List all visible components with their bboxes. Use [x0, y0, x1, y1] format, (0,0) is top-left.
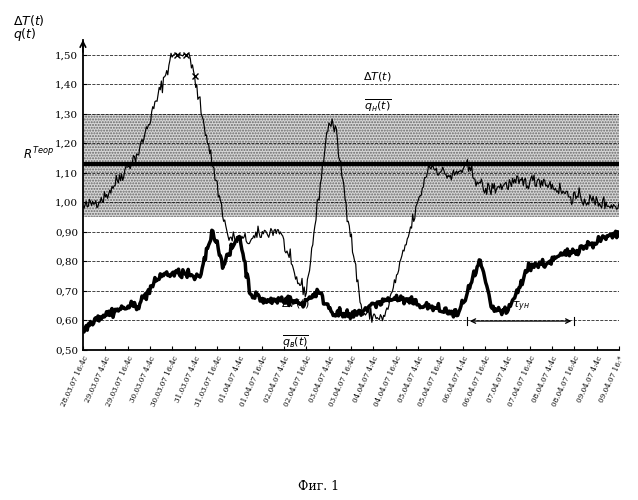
Text: $\overline{q_в(t)}$: $\overline{q_в(t)}$	[281, 334, 309, 350]
Text: Фиг. 1: Фиг. 1	[299, 480, 339, 493]
Text: $\Delta T(t)$: $\Delta T(t)$	[13, 12, 45, 28]
Text: $\Delta T(t)$: $\Delta T(t)$	[281, 297, 309, 310]
Text: $\Delta T(t)$: $\Delta T(t)$	[364, 70, 392, 83]
Text: $\overline{q_н(t)}$: $\overline{q_н(t)}$	[364, 98, 392, 114]
Text: $R^{Teop}$: $R^{Teop}$	[23, 146, 54, 162]
Bar	[83, 114, 619, 217]
Bar	[83, 114, 619, 217]
Text: $q(t)$: $q(t)$	[13, 26, 36, 43]
Text: $\tau_{ун}$: $\tau_{ун}$	[512, 300, 530, 314]
